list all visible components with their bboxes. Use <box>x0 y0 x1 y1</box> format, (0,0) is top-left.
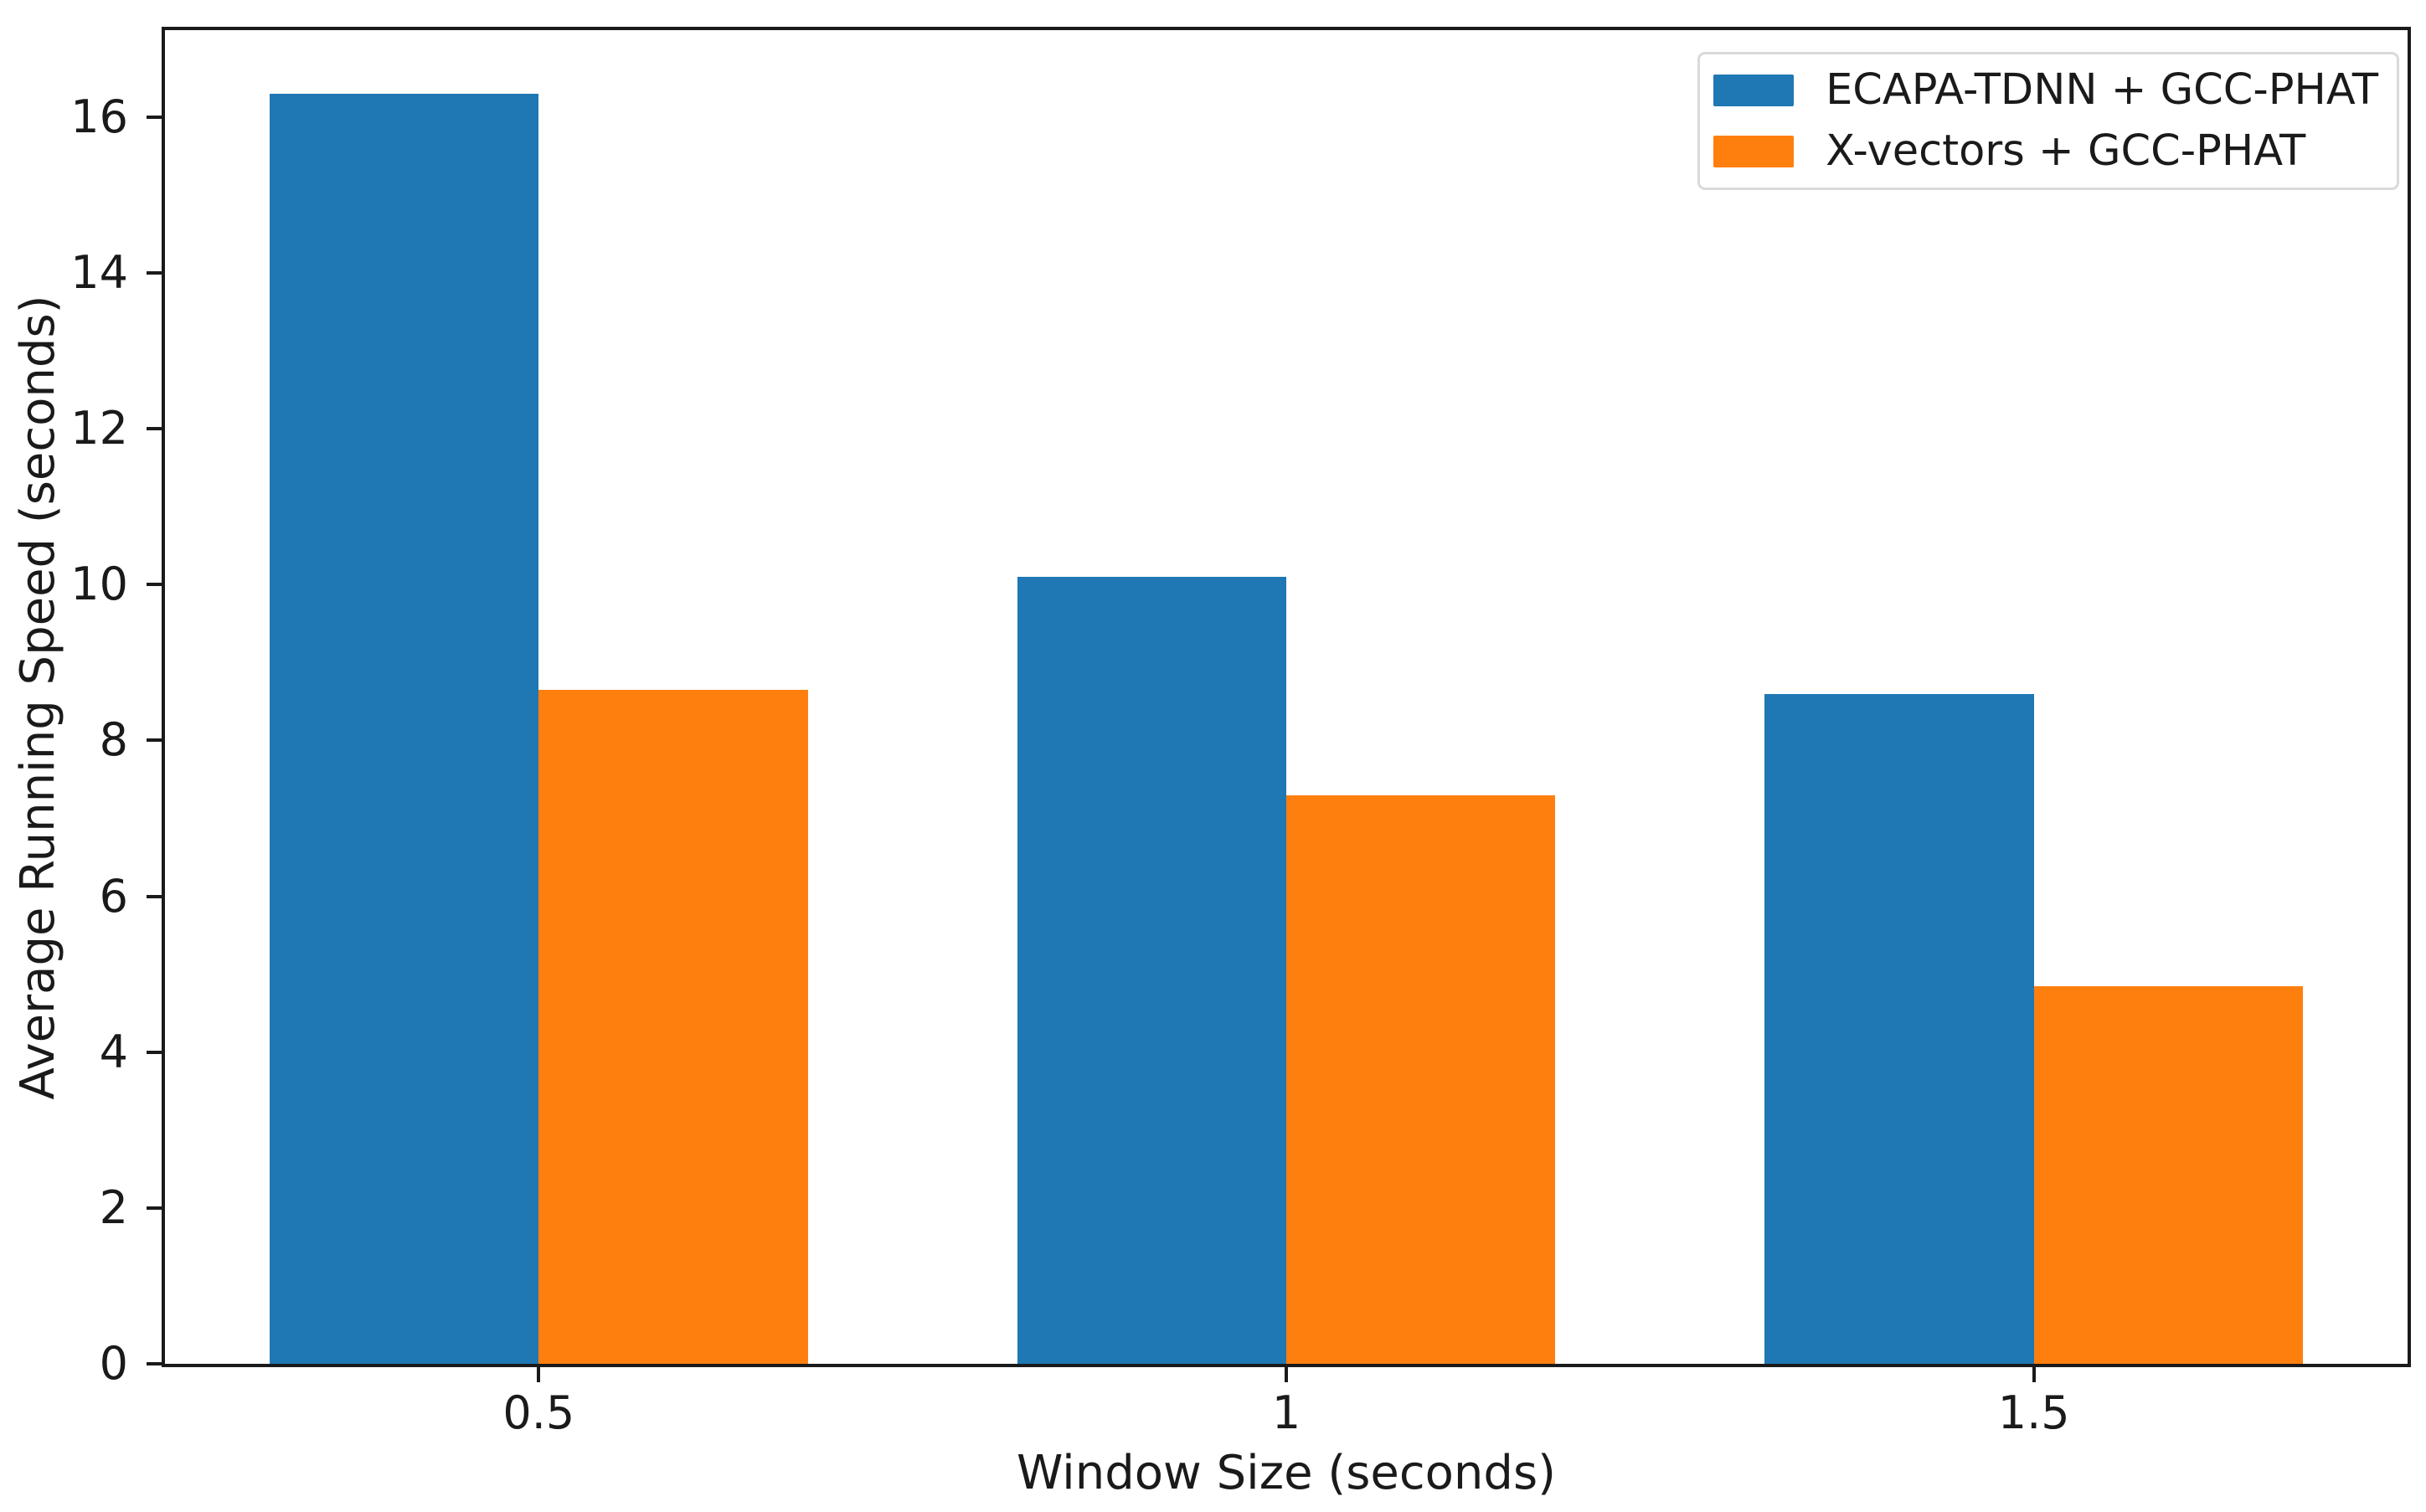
y-tick-10 <box>147 583 162 587</box>
plot-area: ECAPA-TDNN + GCC-PHAT X-vectors + GCC-PHA… <box>162 27 2411 1367</box>
y-tick-label-2: 2 <box>99 1180 128 1234</box>
legend-label-x-vectors-gcc-phat: X-vectors + GCC-PHAT <box>1826 126 2306 176</box>
bar-ecapa-tdnn-gcc-phat-1 <box>1017 576 1286 1364</box>
x-axis-label: Window Size (seconds) <box>1017 1446 1556 1500</box>
legend: ECAPA-TDNN + GCC-PHAT X-vectors + GCC-PHA… <box>1697 52 2399 191</box>
y-tick-label-8: 8 <box>99 713 128 767</box>
y-tick-8 <box>147 738 162 743</box>
bar-x-vectors-gcc-phat-0.5 <box>538 689 808 1364</box>
legend-item-ecapa-tdnn-gcc-phat: ECAPA-TDNN + GCC-PHAT <box>1713 65 2378 116</box>
x-tick-1 <box>1285 1367 1288 1382</box>
legend-item-x-vectors-gcc-phat: X-vectors + GCC-PHAT <box>1713 126 2378 177</box>
bar-x-vectors-gcc-phat-1.5 <box>2033 985 2304 1364</box>
y-tick-label-0: 0 <box>99 1337 128 1390</box>
legend-swatch-ecapa-tdnn-gcc-phat <box>1713 75 1795 107</box>
y-tick-2 <box>147 1206 162 1210</box>
legend-label-ecapa-tdnn-gcc-phat: ECAPA-TDNN + GCC-PHAT <box>1826 65 2378 115</box>
bar-x-vectors-gcc-phat-1 <box>1286 795 1556 1364</box>
x-tick-label-1.5: 1.5 <box>1997 1386 2070 1439</box>
legend-swatch-x-vectors-gcc-phat <box>1713 135 1795 167</box>
x-tick-label-0.5: 0.5 <box>502 1386 575 1439</box>
y-tick-label-10: 10 <box>70 558 128 611</box>
y-tick-label-4: 4 <box>99 1025 128 1078</box>
y-tick-4 <box>147 1050 162 1054</box>
y-tick-14 <box>147 270 162 275</box>
y-tick-6 <box>147 894 162 898</box>
y-tick-12 <box>147 427 162 431</box>
x-tick-1.5 <box>2032 1367 2036 1382</box>
y-tick-label-16: 16 <box>70 90 128 143</box>
x-tick-label-1: 1 <box>1271 1386 1301 1439</box>
y-tick-0 <box>147 1362 162 1365</box>
y-tick-label-6: 6 <box>99 869 128 923</box>
x-tick-0.5 <box>537 1367 541 1382</box>
y-tick-label-14: 14 <box>70 245 128 299</box>
bar-ecapa-tdnn-gcc-phat-1.5 <box>1764 693 2034 1364</box>
y-axis-label: Average Running Speed (seconds) <box>11 295 66 1099</box>
bar-ecapa-tdnn-gcc-phat-0.5 <box>269 93 539 1364</box>
y-tick-label-12: 12 <box>70 402 128 455</box>
y-tick-16 <box>147 115 162 119</box>
